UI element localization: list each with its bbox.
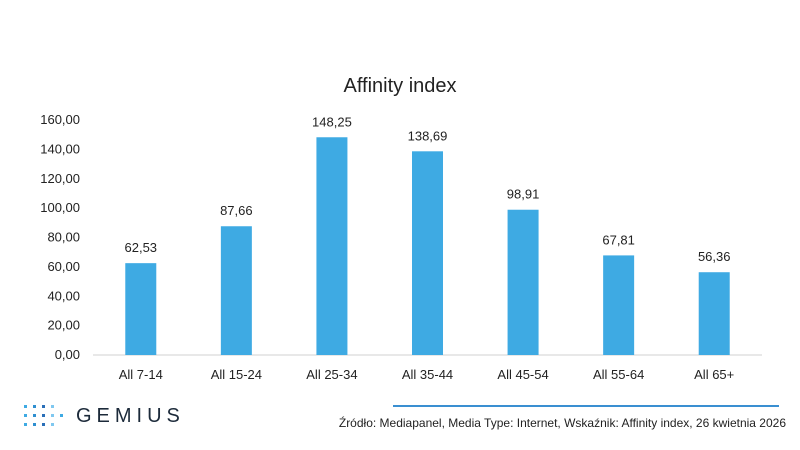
y-axis-ticks: 0,00 20,00 40,00 60,00 80,00 100,00 120,00 140,…	[40, 112, 80, 362]
x-tick-label: All 55-64	[593, 367, 644, 382]
x-tick-label: All 45-54	[497, 367, 548, 382]
x-axis-ticks: All 7-14 All 15-24 All 25-34 All 35-44 All 4…	[119, 367, 735, 382]
x-tick-label: All 35-44	[402, 367, 453, 382]
bar-value-label: 62,53	[125, 240, 158, 255]
bar-value-label: 67,81	[602, 232, 635, 247]
chart-title: Affinity index	[343, 75, 456, 97]
bar	[316, 137, 348, 355]
data-labels: 62,53 87,66 148,25 138,69 98,91 67,81 56,36	[125, 114, 731, 264]
gemius-logo: GEMIUS	[24, 404, 185, 428]
bar-value-label: 87,66	[220, 203, 253, 218]
logo-text: GEMIUS	[76, 404, 185, 427]
x-tick-label: All 7-14	[119, 367, 163, 382]
y-tick-label: 60,00	[47, 259, 80, 274]
source-divider	[393, 405, 779, 407]
bar-value-label: 56,36	[698, 249, 731, 264]
y-tick-label: 100,00	[40, 200, 80, 215]
gemius-dots-icon	[24, 405, 63, 426]
y-tick-label: 120,00	[40, 171, 80, 186]
bar-value-label: 148,25	[312, 114, 352, 129]
bar	[698, 272, 730, 355]
y-tick-label: 80,00	[47, 230, 80, 245]
x-tick-label: All 65+	[694, 367, 734, 382]
bar	[603, 255, 635, 355]
bar	[412, 151, 443, 355]
y-tick-label: 20,00	[47, 318, 80, 333]
y-tick-label: 160,00	[40, 112, 80, 127]
affinity-index-chart: Affinity index 0,00 20,00 40,00 60,00 80,00 1…	[40, 75, 762, 382]
bar	[220, 226, 252, 355]
bar	[125, 263, 157, 355]
x-tick-label: All 25-34	[306, 367, 357, 382]
y-tick-label: 40,00	[47, 288, 80, 303]
source-note: Źródło: Mediapanel, Media Type: Internet…	[338, 416, 786, 430]
x-tick-label: All 15-24	[211, 367, 262, 382]
bar	[507, 209, 539, 355]
bars	[125, 137, 730, 355]
y-tick-label: 0,00	[55, 347, 80, 362]
bar-value-label: 138,69	[408, 128, 448, 143]
bar-value-label: 98,91	[507, 187, 540, 202]
y-tick-label: 140,00	[40, 141, 80, 156]
